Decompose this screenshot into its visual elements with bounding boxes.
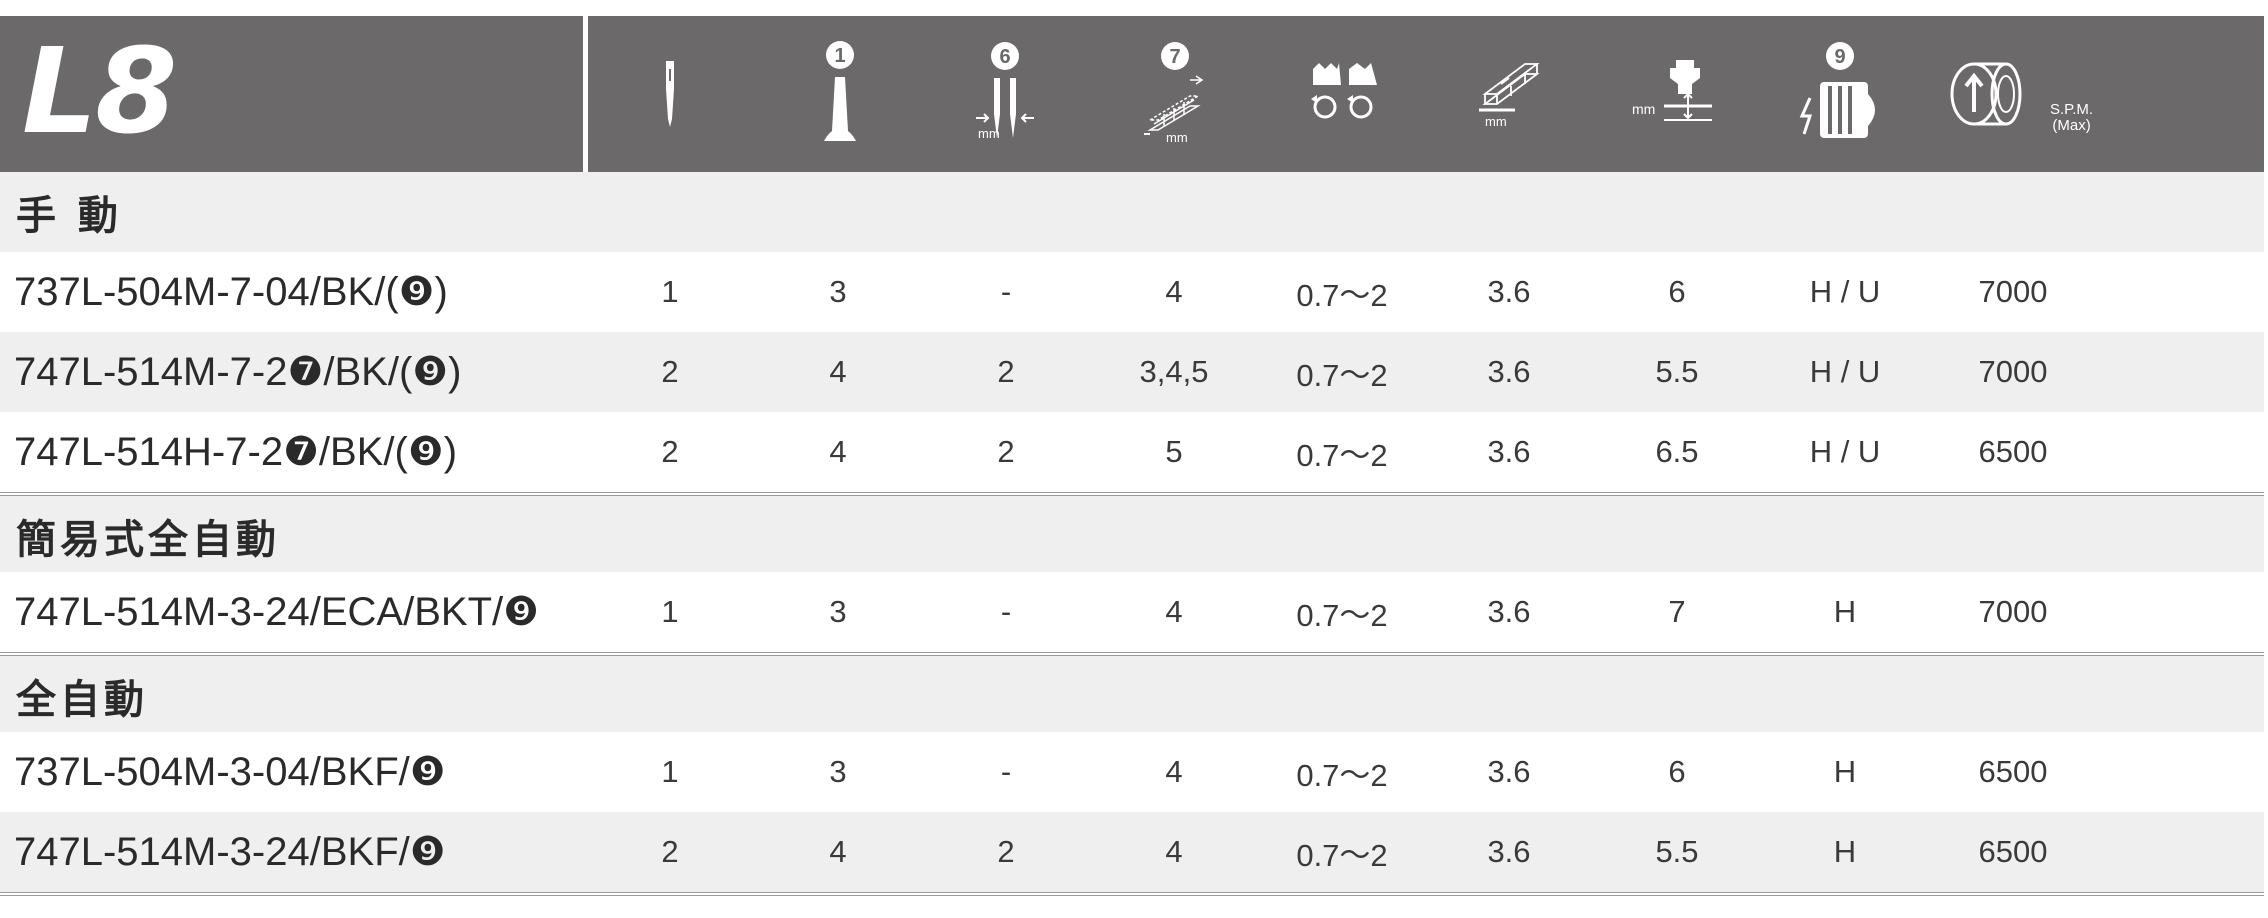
model-name: 737L-504M-3-04/BKF/❾ (14, 750, 446, 794)
cell-differential-feed: 0.7～2 (1296, 597, 1388, 633)
cell-needle: 1 (661, 754, 679, 789)
cell-stitch-width: 4 (1165, 594, 1183, 629)
cell-differential-feed: 0.7～2 (1296, 837, 1388, 873)
cell-presser-lift: 7 (1668, 594, 1686, 629)
cell-differential-feed: 0.7～2 (1296, 437, 1388, 473)
cell-motor: H / U (1809, 434, 1881, 469)
cell-stitch-length: 3.6 (1487, 274, 1531, 309)
cell-presser-lift: 6.5 (1655, 434, 1699, 469)
section-rule (0, 492, 2264, 496)
cell-needle-gauge: - (1000, 594, 1012, 629)
stitch-length-icon: mm (1470, 16, 1550, 172)
model-name: 747L-514M-3-24/BKF/❾ (14, 830, 446, 874)
cell-spm: 6500 (1978, 754, 2048, 789)
needle-icon (650, 16, 690, 172)
cell-spm: 6500 (1978, 834, 2048, 869)
cell-motor: H / U (1809, 354, 1881, 389)
table-row: 747L-514M-7-2❼/BK/(❾) 2 4 2 3,4,5 0.7～2 … (0, 332, 2264, 412)
category-label: 手 動 (16, 193, 122, 239)
spm-label-line2: (Max) (2052, 117, 2091, 134)
cell-thread: 4 (829, 434, 847, 469)
cell-stitch-length: 3.6 (1487, 834, 1531, 869)
cell-motor: H (1833, 834, 1857, 869)
table-bottom-rule (0, 892, 2264, 896)
category-label: 簡易式全自動 (16, 517, 280, 563)
cell-presser-lift: 6 (1668, 274, 1686, 309)
spm-label-line1: S.P.M. (2050, 101, 2094, 118)
section-rule (0, 652, 2264, 656)
model-series-logo: L8 (22, 22, 177, 160)
cell-needle-gauge: 2 (997, 434, 1015, 469)
svg-text:mm: mm (1485, 114, 1507, 129)
stitch-width-icon: 7 mm (1130, 16, 1220, 172)
svg-text:9: 9 (1834, 46, 1845, 68)
cell-motor: H / U (1809, 274, 1881, 309)
table-row: 737L-504M-7-04/BK/(❾) 1 3 - 4 0.7～2 3.6 … (0, 252, 2264, 332)
cell-presser-lift: 6 (1668, 754, 1686, 789)
cell-stitch-length: 3.6 (1487, 354, 1531, 389)
presser-foot-lift-icon: mm (1630, 16, 1730, 172)
cell-thread: 3 (829, 754, 847, 789)
cell-stitch-length: 3.6 (1487, 594, 1531, 629)
category-row: 全自動 (0, 656, 2264, 736)
cell-stitch-width: 5 (1165, 434, 1183, 469)
svg-text:mm: mm (1166, 130, 1188, 145)
cell-needle-gauge: 2 (997, 834, 1015, 869)
model-name: 747L-514M-7-2❼/BK/(❾) (14, 350, 462, 394)
cell-spm: 7000 (1978, 594, 2048, 629)
needle-gauge-icon: 6 mm (960, 16, 1050, 172)
table-row: 737L-504M-3-04/BKF/❾ 1 3 - 4 0.7～2 3.6 6… (0, 732, 2264, 812)
cell-differential-feed: 0.7～2 (1296, 277, 1388, 313)
cell-spm: 7000 (1978, 274, 2048, 309)
cell-needle: 1 (661, 594, 679, 629)
svg-text:7: 7 (1169, 46, 1180, 68)
cell-presser-lift: 5.5 (1655, 834, 1699, 869)
cell-differential-feed: 0.7～2 (1296, 757, 1388, 793)
cell-spm: 7000 (1978, 354, 2048, 389)
cell-differential-feed: 0.7～2 (1296, 357, 1388, 393)
cell-spm: 6500 (1978, 434, 2048, 469)
cell-needle: 1 (661, 274, 679, 309)
cell-thread: 4 (829, 834, 847, 869)
header-divider (583, 16, 588, 172)
cell-thread: 3 (829, 274, 847, 309)
svg-text:mm: mm (978, 126, 1000, 141)
table-row: 747L-514M-3-24/ECA/BKT/❾ 1 3 - 4 0.7～2 3… (0, 572, 2264, 652)
category-row: 簡易式全自動 (0, 496, 2264, 576)
cell-stitch-length: 3.6 (1487, 754, 1531, 789)
cell-motor: H (1833, 754, 1857, 789)
table-row: 747L-514H-7-2❼/BK/(❾) 2 4 2 5 0.7～2 3.6 … (0, 412, 2264, 492)
svg-text:mm: mm (1632, 101, 1655, 117)
model-name: 747L-514M-3-24/ECA/BKT/❾ (14, 590, 539, 634)
category-label: 全自動 (16, 677, 148, 723)
cell-stitch-length: 3.6 (1487, 434, 1531, 469)
category-row: 手 動 (0, 172, 2264, 252)
cell-needle-gauge: - (1000, 754, 1012, 789)
cell-needle: 2 (661, 834, 679, 869)
thread-cone-icon: 1 (810, 16, 870, 172)
cell-stitch-width: 4 (1165, 834, 1183, 869)
model-name: 747L-514H-7-2❼/BK/(❾) (14, 430, 458, 474)
cell-stitch-width: 3,4,5 (1139, 354, 1209, 389)
table-row: 747L-514M-3-24/BKF/❾ 2 4 2 4 0.7～2 3.6 5… (0, 812, 2264, 892)
model-name: 737L-504M-7-04/BK/(❾) (14, 270, 448, 314)
cell-needle: 2 (661, 434, 679, 469)
spm-label: S.P.M. (Max) (2050, 102, 2093, 134)
table-header: L8 1 6 mm 7 (0, 16, 2264, 172)
cell-needle-gauge: 2 (997, 354, 1015, 389)
cell-presser-lift: 5.5 (1655, 354, 1699, 389)
cell-thread: 4 (829, 354, 847, 389)
motor-icon: 9 (1790, 16, 1890, 172)
cell-thread: 3 (829, 594, 847, 629)
speed-spm-icon (1944, 16, 2044, 172)
cell-needle: 2 (661, 354, 679, 389)
cell-motor: H (1833, 594, 1857, 629)
cell-needle-gauge: - (1000, 274, 1012, 309)
svg-text:1: 1 (834, 45, 845, 67)
cell-stitch-width: 4 (1165, 274, 1183, 309)
cell-stitch-width: 4 (1165, 754, 1183, 789)
differential-feed-icon (1300, 16, 1390, 172)
svg-text:6: 6 (999, 46, 1010, 68)
